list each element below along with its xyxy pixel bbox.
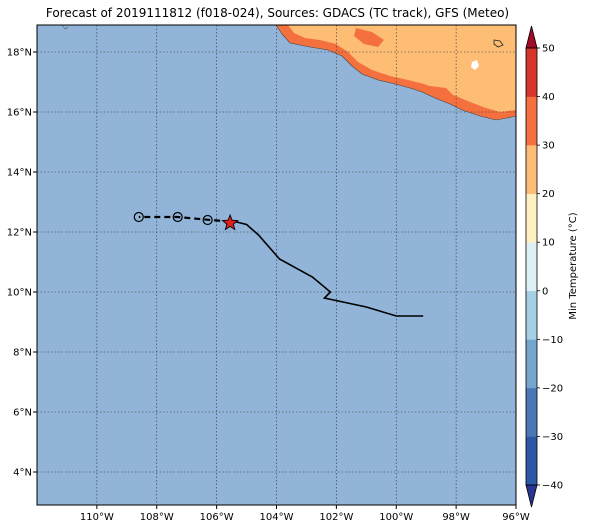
colorbar-tick-label: −30: [542, 432, 563, 443]
latitude-tick-label: 10°N: [7, 288, 32, 299]
longitude-tick-label: 96°W: [502, 512, 530, 523]
longitude-tick-label: 100°W: [379, 512, 413, 523]
latitude-tick-label: 12°N: [7, 228, 32, 239]
map-plot-area: [36, 24, 517, 506]
longitude-tick-label: 98°W: [442, 512, 470, 523]
colorbar-band: [526, 339, 537, 389]
latitude-tick-label: 6°N: [13, 408, 32, 419]
colorbar-band: [526, 48, 537, 97]
colorbar-tick-label: 30: [542, 141, 555, 152]
colorbar-band: [526, 290, 537, 340]
colorbar-tick-label: −40: [542, 481, 563, 492]
colorbar-band: [526, 387, 537, 437]
colorbar-band: [526, 96, 537, 146]
map-gridlines: [37, 25, 516, 505]
forecast-track-line: [138, 215, 231, 223]
colorbar-min-extension: [525, 484, 538, 508]
colorbar-tick-label: −20: [542, 383, 563, 394]
colorbar-tick-label: −10: [542, 335, 563, 346]
land-hot-patch: [354, 28, 384, 47]
longitude-tick-label: 104°W: [260, 512, 294, 523]
colorbar-tick-label: 10: [542, 238, 555, 249]
latitude-tick-label: 4°N: [13, 468, 32, 479]
latitude-axis: 4°N 6°N 8°N 10°N 12°N 14°N 16°N 18°N: [7, 48, 37, 479]
colorbar-tick-label: 50: [542, 44, 555, 55]
latitude-tick-label: 18°N: [7, 48, 32, 59]
colorbar-frame: [525, 47, 538, 486]
colorbar-band: [526, 242, 537, 292]
land-cool-spot: [471, 60, 479, 70]
colorbar-tick-label: 40: [542, 92, 555, 103]
coastline: [275, 25, 516, 121]
longitude-tick-label: 106°W: [200, 512, 234, 523]
forecast-position-marker: [202, 214, 213, 226]
lake-outline: [493, 39, 504, 48]
colorbar-band: [526, 145, 537, 194]
map-title: Forecast of 2019111812 (f018-024), Sourc…: [45, 6, 510, 20]
colorbar-tick-label: 20: [542, 189, 555, 200]
longitude-tick-label: 102°W: [319, 512, 353, 523]
storm-track: [133, 211, 424, 317]
current-position-star: [221, 213, 239, 231]
land-hot-zone: [288, 25, 516, 112]
latitude-tick-label: 8°N: [13, 348, 32, 359]
colorbar-band: [526, 193, 537, 243]
latitude-tick-label: 14°N: [7, 168, 32, 179]
land-hot-patch-2: [430, 86, 456, 100]
forecast-position-marker: [133, 211, 144, 223]
island-outline: [61, 25, 69, 30]
colorbar-band: [526, 436, 537, 486]
longitude-tick-label: 108°W: [140, 512, 174, 523]
forecast-position-marker: [172, 211, 183, 223]
past-track-line: [230, 220, 424, 317]
latitude-tick-label: 16°N: [7, 108, 32, 119]
colorbar-tick-label: 0: [542, 286, 548, 297]
longitude-axis: 110°W 108°W 106°W 104°W 102°W 100°W 98°W 96°W: [80, 505, 530, 523]
colorbar-label: Min Temperature (°C): [568, 212, 579, 319]
colorbar-max-extension: [525, 25, 538, 49]
longitude-tick-label: 110°W: [80, 512, 114, 523]
